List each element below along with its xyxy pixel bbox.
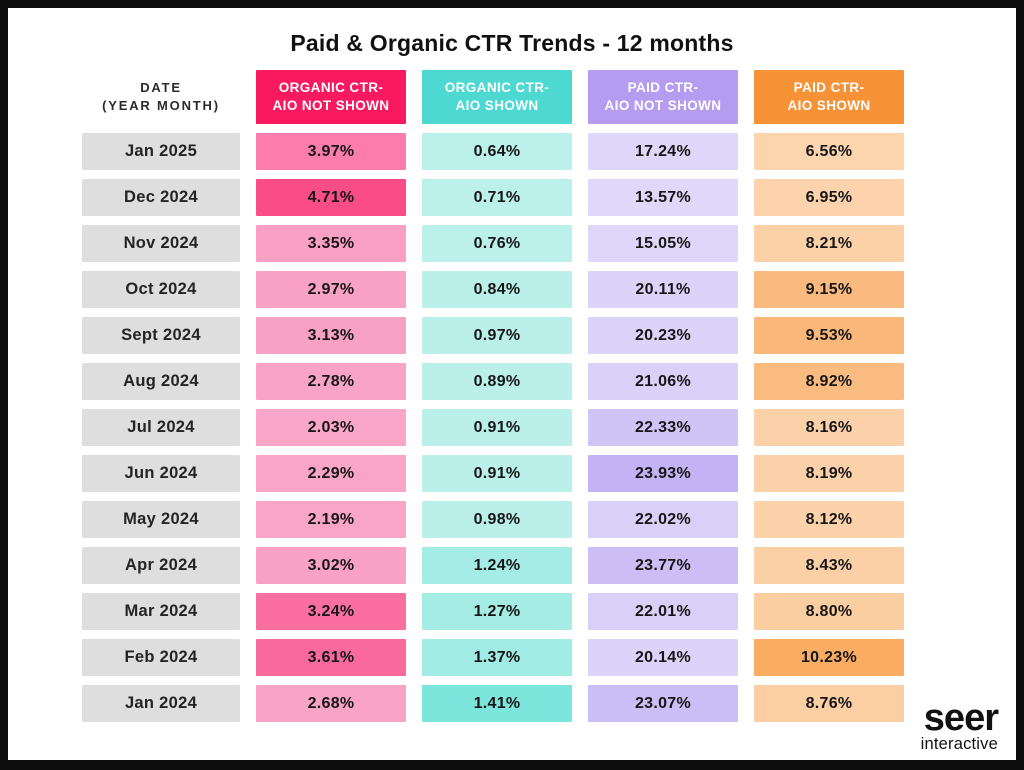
value-cell-paid-ctr-aio-shown: 8.16% [754,409,904,447]
column-header-paid-ctr-aio-shown: PAID CTR- AIO SHOWN [754,70,904,125]
value-cell-paid-ctr-aio-not-shown: 17.24% [588,133,738,171]
column-header-line2: AIO NOT SHOWN [604,98,722,114]
column-header-organic-ctr-aio-shown: ORGANIC CTR- AIO SHOWN [422,70,572,125]
date-cell: Jan 2025 [82,133,240,171]
value-cell-paid-ctr-aio-not-shown: 13.57% [588,179,738,217]
value-cell-organic-ctr-aio-shown: 0.71% [422,179,572,217]
value-cell-organic-ctr-aio-shown: 1.24% [422,547,572,585]
date-cell: Aug 2024 [82,363,240,401]
value-cell-organic-ctr-aio-shown: 0.97% [422,317,572,355]
date-cell: May 2024 [82,501,240,539]
value-cell-paid-ctr-aio-shown: 8.43% [754,547,904,585]
value-cell-organic-ctr-aio-not-shown: 2.29% [256,455,406,493]
value-cell-paid-ctr-aio-not-shown: 23.07% [588,685,738,723]
value-cell-organic-ctr-aio-shown: 1.37% [422,639,572,677]
value-cell-organic-ctr-aio-not-shown: 3.97% [256,133,406,171]
value-cell-organic-ctr-aio-not-shown: 3.24% [256,593,406,631]
column-header-line2: AIO NOT SHOWN [272,98,390,114]
column-header-line1: PAID CTR- [793,80,865,96]
date-cell: Feb 2024 [82,639,240,677]
column-header-paid-ctr-aio-not-shown: PAID CTR- AIO NOT SHOWN [588,70,738,125]
value-cell-paid-ctr-aio-not-shown: 23.93% [588,455,738,493]
value-cell-organic-ctr-aio-not-shown: 3.61% [256,639,406,677]
column-header-line2: AIO SHOWN [455,98,539,114]
value-cell-organic-ctr-aio-shown: 1.27% [422,593,572,631]
value-cell-organic-ctr-aio-not-shown: 2.68% [256,685,406,723]
logo-wordmark: seer [923,697,999,740]
value-cell-paid-ctr-aio-not-shown: 23.77% [588,547,738,585]
value-cell-organic-ctr-aio-shown: 0.91% [422,455,572,493]
date-cell: Apr 2024 [82,547,240,585]
value-cell-organic-ctr-aio-shown: 1.41% [422,685,572,723]
value-cell-organic-ctr-aio-shown: 0.89% [422,363,572,401]
column-header-line1: ORGANIC CTR- [278,80,384,96]
value-cell-paid-ctr-aio-not-shown: 20.14% [588,639,738,677]
date-cell: Nov 2024 [82,225,240,263]
column-header-line1: PAID CTR- [627,80,699,96]
value-cell-paid-ctr-aio-shown: 8.92% [754,363,904,401]
value-cell-paid-ctr-aio-shown: 8.19% [754,455,904,493]
value-cell-organic-ctr-aio-not-shown: 3.02% [256,547,406,585]
date-cell: Dec 2024 [82,179,240,217]
date-header-line2: (YEAR MONTH) [102,98,220,114]
value-cell-paid-ctr-aio-shown: 8.12% [754,501,904,539]
value-cell-paid-ctr-aio-not-shown: 20.23% [588,317,738,355]
value-cell-organic-ctr-aio-not-shown: 3.13% [256,317,406,355]
value-cell-organic-ctr-aio-not-shown: 2.78% [256,363,406,401]
value-cell-organic-ctr-aio-shown: 0.84% [422,271,572,309]
column-header-line1: ORGANIC CTR- [444,80,550,96]
column-header-organic-ctr-aio-not-shown: ORGANIC CTR- AIO NOT SHOWN [256,70,406,125]
value-cell-organic-ctr-aio-shown: 0.76% [422,225,572,263]
value-cell-paid-ctr-aio-not-shown: 15.05% [588,225,738,263]
date-header-line1: DATE [140,79,182,95]
value-cell-paid-ctr-aio-not-shown: 22.01% [588,593,738,631]
column-header-line2: AIO SHOWN [787,98,871,114]
value-cell-organic-ctr-aio-shown: 0.98% [422,501,572,539]
date-cell: Mar 2024 [82,593,240,631]
value-cell-paid-ctr-aio-shown: 8.80% [754,593,904,631]
value-cell-organic-ctr-aio-not-shown: 2.97% [256,271,406,309]
date-cell: Jul 2024 [82,409,240,447]
date-column-header: DATE (YEAR MONTH) [82,70,240,124]
date-cell: Sept 2024 [82,317,240,355]
ctr-trends-table: DATE (YEAR MONTH) ORGANIC CTR- AIO NOT SH… [82,70,1016,723]
value-cell-organic-ctr-aio-not-shown: 2.19% [256,501,406,539]
value-cell-paid-ctr-aio-shown: 10.23% [754,639,904,677]
logo-subtext: interactive [920,734,998,753]
value-cell-organic-ctr-aio-not-shown: 2.03% [256,409,406,447]
value-cell-paid-ctr-aio-not-shown: 21.06% [588,363,738,401]
value-cell-paid-ctr-aio-shown: 9.15% [754,271,904,309]
date-cell: Jun 2024 [82,455,240,493]
value-cell-paid-ctr-aio-not-shown: 20.11% [588,271,738,309]
seer-interactive-logo: seer interactive [920,697,999,753]
value-cell-paid-ctr-aio-not-shown: 22.02% [588,501,738,539]
value-cell-organic-ctr-aio-not-shown: 3.35% [256,225,406,263]
date-cell: Oct 2024 [82,271,240,309]
date-cell: Jan 2024 [82,685,240,723]
value-cell-paid-ctr-aio-shown: 6.56% [754,133,904,171]
value-cell-organic-ctr-aio-shown: 0.64% [422,133,572,171]
value-cell-paid-ctr-aio-not-shown: 22.33% [588,409,738,447]
value-cell-organic-ctr-aio-not-shown: 4.71% [256,179,406,217]
value-cell-paid-ctr-aio-shown: 8.21% [754,225,904,263]
value-cell-paid-ctr-aio-shown: 6.95% [754,179,904,217]
value-cell-paid-ctr-aio-shown: 8.76% [754,685,904,723]
value-cell-paid-ctr-aio-shown: 9.53% [754,317,904,355]
page-title: Paid & Organic CTR Trends - 12 months [290,30,734,56]
value-cell-organic-ctr-aio-shown: 0.91% [422,409,572,447]
